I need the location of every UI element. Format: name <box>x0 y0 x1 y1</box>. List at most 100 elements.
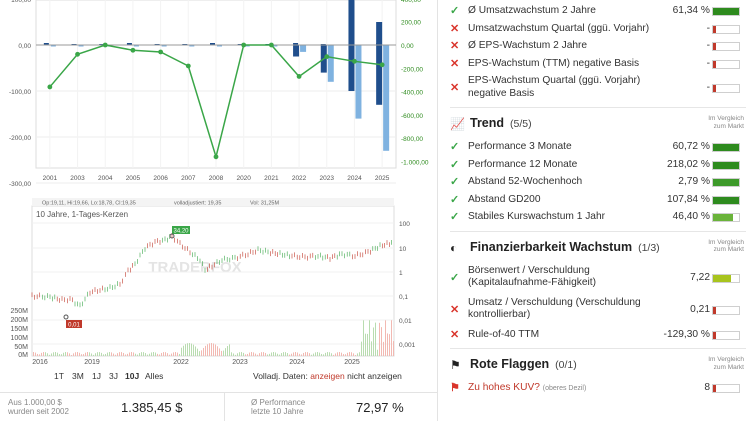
volume-bar <box>53 352 54 356</box>
right-tick: -1.000,00 <box>401 160 429 167</box>
volume-bar <box>291 353 292 356</box>
criterion-label: Zu hohes KUV? (oberes Dezil) <box>468 382 587 393</box>
score-bar <box>712 7 740 16</box>
criterion-label: Performance 12 Monate <box>468 158 578 170</box>
left-tick: 100,00 <box>11 0 31 4</box>
timeframe-alles[interactable]: Alles <box>145 371 164 381</box>
revenue-bar-light <box>327 45 334 82</box>
flag-criterion: ⚑ Zu hohes KUV? (oberes Dezil) 8 <box>440 380 750 397</box>
timeframe-10j[interactable]: 10J <box>125 371 140 381</box>
volume-bar <box>311 354 312 356</box>
volume-bar <box>119 352 120 356</box>
revenue-bar-light <box>355 45 362 119</box>
volume-bar <box>341 352 342 356</box>
price-chart[interactable]: Op:19,11, Hi:19,66, Lo:18,78, Cl:19,35 vo… <box>0 196 438 386</box>
score-bar <box>712 59 740 69</box>
volume-bar <box>383 341 384 356</box>
volladj-on-link[interactable]: anzeigen <box>310 371 345 381</box>
compare-label: Im Vergleich zum Markt <box>708 238 744 254</box>
cross-icon: ✕ <box>450 328 460 341</box>
volume-bar <box>259 353 260 356</box>
max-marker <box>172 226 190 234</box>
volume-bar <box>261 352 262 356</box>
chart-area <box>31 205 395 357</box>
year-label: 2025 <box>375 175 390 182</box>
volume-bar <box>99 352 100 356</box>
criterion-label: Umsatzwachstum Quartal (ggü. Vorjahr) <box>468 22 650 34</box>
revenue-bar <box>376 22 383 45</box>
criterion-value: 8 <box>704 382 710 393</box>
year-label: 2020 <box>236 175 251 182</box>
volladj-off-link[interactable]: nicht anzeigen <box>347 371 402 381</box>
volume-bar <box>301 354 302 356</box>
volume-bar <box>285 352 286 356</box>
left-tick: -100,00 <box>9 89 31 96</box>
year-label: 2007 <box>181 175 196 182</box>
x-label: 2023 <box>232 359 248 366</box>
volume-bar <box>71 354 72 356</box>
criterion-value: -129,30 % <box>663 328 710 340</box>
volume-bar <box>139 353 140 356</box>
volume-bar <box>349 352 350 356</box>
left-tick: 0,00 <box>18 43 31 50</box>
criterion-value: 46,40 % <box>672 211 710 222</box>
log-tick: 0,01 <box>399 318 412 325</box>
volume-bar <box>109 352 110 356</box>
volume-bar <box>321 353 322 356</box>
timeframe-1j[interactable]: 1J <box>92 371 101 381</box>
volume-bar <box>121 352 122 356</box>
volume-bar <box>253 352 254 356</box>
volume-bar <box>167 353 168 356</box>
volume-bar <box>329 352 330 356</box>
volume-bar <box>155 352 156 356</box>
volume-bar <box>367 333 368 356</box>
eps-point <box>130 47 136 53</box>
volume-bar <box>393 341 394 356</box>
volume-bar <box>33 352 34 356</box>
volume-bar <box>181 347 182 356</box>
trend-chart-icon: 📈 <box>450 117 465 131</box>
revenue-bar-light <box>133 45 139 47</box>
left-panel: 100,00 0,00 -100,00 -200,00 -300,00 200,00 0,0… <box>0 0 438 421</box>
volume-bar <box>165 352 166 356</box>
criterion-value: 7,22 <box>690 271 710 283</box>
volume-bar <box>225 348 226 356</box>
volume-bar <box>215 344 216 356</box>
volume-bar <box>73 353 74 356</box>
volume-bar <box>255 353 256 356</box>
volume-bar <box>187 343 188 356</box>
eps-point <box>352 58 357 64</box>
watermark-logo: TRADERFOX <box>148 259 241 276</box>
timeframe-1t[interactable]: 1T <box>54 371 64 381</box>
volume-tick: 0M <box>18 352 28 359</box>
volume-bar <box>51 353 52 356</box>
volume-bar <box>75 352 76 356</box>
growth-criterion: ✕ EPS-Wachstum Quartal (ggü. Vorjahr) nega… <box>440 73 750 103</box>
volume-bar <box>57 352 58 356</box>
volume-bar <box>35 352 36 356</box>
volume-bar <box>307 352 308 356</box>
revenue-bar-light <box>217 45 222 47</box>
volume-bar <box>63 352 64 356</box>
flags-section: ⚑ Rote Flaggen (0/1) Im Vergleich zum Markt <box>440 354 750 376</box>
chart-subtitle: 10 Jahre, 1-Tages-Kerzen <box>36 210 128 219</box>
criterion-value: 107,84 % <box>666 193 710 205</box>
eps-point <box>268 42 274 48</box>
x-label: 2016 <box>32 359 48 366</box>
volume-bar <box>347 352 348 356</box>
volume-bar <box>113 353 114 356</box>
volume-bar <box>191 343 192 356</box>
timeframe-3m[interactable]: 3M <box>72 371 84 381</box>
volume-bar <box>197 348 198 356</box>
right-tick: 200,00 <box>401 20 421 27</box>
volladj-label: Volladj. Daten: <box>253 371 308 381</box>
check-icon: ✓ <box>450 176 460 188</box>
timeframe-3j[interactable]: 3J <box>109 371 118 381</box>
volume-bar <box>305 352 306 356</box>
volume-bar <box>137 354 138 356</box>
volume-bar <box>273 352 274 356</box>
volume-bar <box>203 347 204 356</box>
volume-bar <box>357 353 358 356</box>
criterion-label: Ø Umsatzwachstum 2 Jahre <box>468 5 596 16</box>
section-title: Trend (5/5) <box>470 116 532 130</box>
